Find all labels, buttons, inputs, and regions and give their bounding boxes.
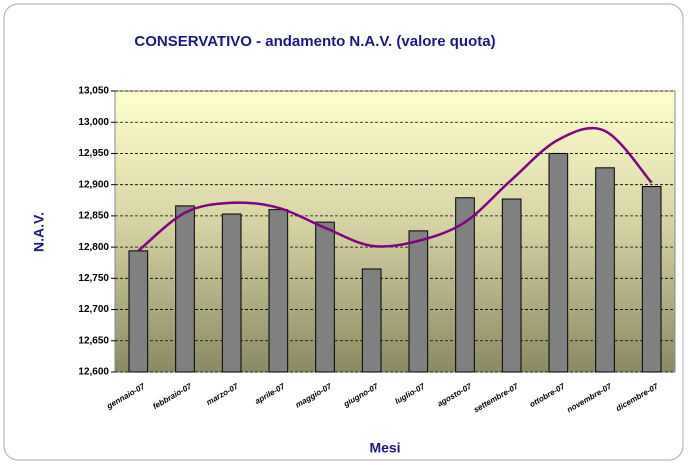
y-tick-label: 13,000 bbox=[78, 117, 109, 128]
trend-line bbox=[137, 126, 653, 252]
y-tick-label: 12,900 bbox=[78, 179, 109, 190]
chart-title: CONSERVATIVO - andamento N.A.V. (valore … bbox=[134, 33, 495, 50]
plot-area bbox=[114, 90, 676, 373]
bar bbox=[548, 152, 569, 373]
bar bbox=[408, 230, 429, 373]
x-axis-label: Mesi bbox=[369, 440, 400, 456]
bar bbox=[501, 198, 522, 373]
y-axis-label: N.A.V. bbox=[31, 212, 47, 252]
bar bbox=[315, 221, 335, 373]
y-tick-label: 12,700 bbox=[78, 304, 109, 315]
bar bbox=[221, 213, 242, 373]
y-tick-label: 12,850 bbox=[78, 211, 109, 222]
y-tick-label: 12,650 bbox=[78, 335, 109, 346]
y-tick-label: 12,800 bbox=[78, 242, 109, 253]
y-tick-label: 12,750 bbox=[78, 273, 109, 284]
y-tick-label: 13,050 bbox=[78, 86, 109, 97]
bar bbox=[641, 186, 662, 373]
bar bbox=[268, 209, 289, 373]
y-tick-label: 12,600 bbox=[78, 367, 109, 378]
y-tick-label: 12,950 bbox=[78, 148, 109, 159]
bar bbox=[175, 205, 195, 373]
bar bbox=[455, 197, 475, 373]
bar bbox=[128, 250, 149, 373]
bar bbox=[361, 268, 382, 373]
bar bbox=[595, 167, 615, 373]
